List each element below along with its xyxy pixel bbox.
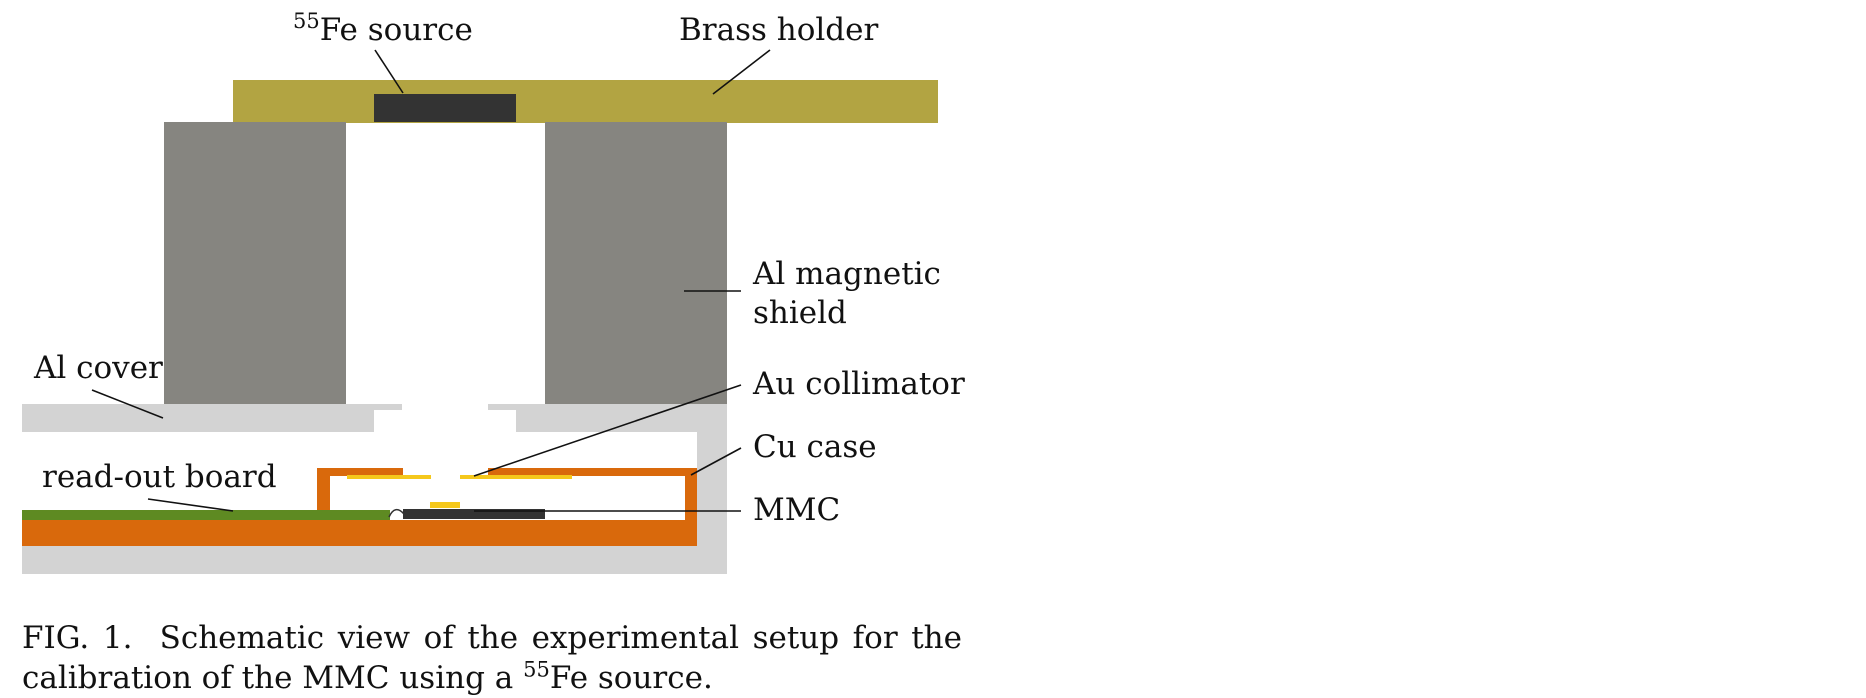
- figure-caption: FIG. 1. Schematic view of the experiment…: [22, 618, 962, 698]
- mmc-absorber: [430, 502, 460, 508]
- leader-cu-case: [690, 447, 742, 476]
- leader-brass-holder: [712, 49, 771, 95]
- leader-fe-source: [374, 49, 404, 94]
- al-cover: [22, 404, 727, 574]
- label-read-out-board: read-out board: [42, 459, 277, 495]
- label-brass-holder: Brass holder: [679, 12, 878, 48]
- leader-au-collimator: [473, 384, 742, 477]
- al-magnetic-shield-right: [545, 122, 727, 406]
- label-mmc: MMC: [753, 492, 840, 528]
- au-collimator-left: [347, 475, 431, 479]
- label-au-collimator: Au collimator: [752, 366, 965, 402]
- caption-prefix: FIG. 1.: [22, 620, 133, 656]
- caption-text-end: Fe source.: [549, 660, 713, 696]
- read-out-board: [22, 510, 390, 520]
- setup-schematic: 55Fe source Brass holder Al magnetic shi…: [22, 9, 965, 574]
- brass-holder: [233, 80, 938, 123]
- caption-isotope-mass: 55: [523, 657, 550, 682]
- label-al-cover: Al cover: [33, 350, 163, 386]
- label-al-magnetic-shield-line1: Al magnetic: [752, 256, 941, 292]
- mmc-chip: [403, 509, 545, 519]
- bond-wire: [388, 508, 405, 518]
- leader-al-cover: [91, 389, 164, 419]
- fe-source: [374, 94, 516, 122]
- au-collimator-right: [460, 475, 572, 479]
- caption-text: Schematic view of the experimental setup…: [22, 620, 962, 696]
- label-cu-case: Cu case: [753, 429, 877, 465]
- al-magnetic-shield-left: [164, 122, 346, 406]
- label-fe-source: 55Fe source: [293, 9, 473, 48]
- cu-case: [22, 468, 697, 546]
- leader-read-out-board: [147, 498, 234, 512]
- label-al-magnetic-shield-line2: shield: [753, 295, 847, 331]
